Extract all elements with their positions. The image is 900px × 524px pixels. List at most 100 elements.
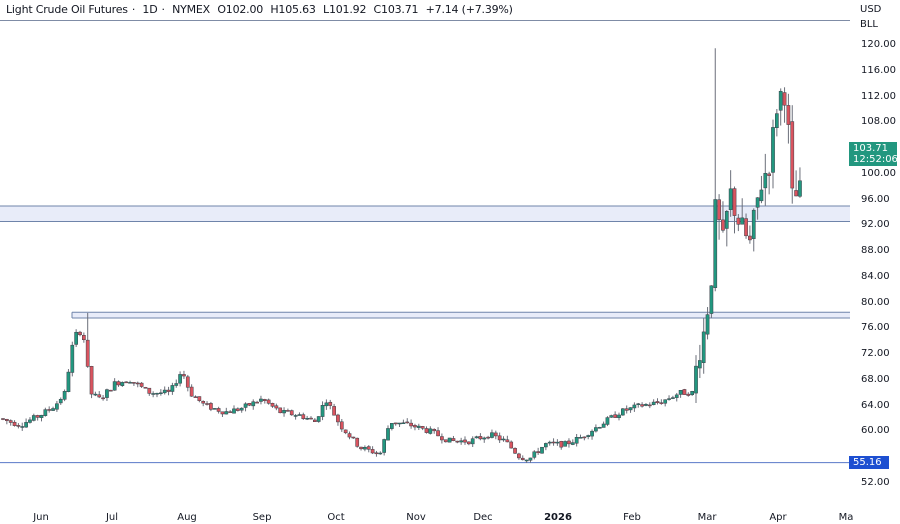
candle-up bbox=[305, 417, 309, 420]
candle-down bbox=[116, 381, 121, 386]
candle-down bbox=[613, 414, 617, 418]
candle-up bbox=[755, 197, 760, 208]
candle-up bbox=[778, 90, 783, 111]
candle-down bbox=[413, 425, 417, 428]
candle-up bbox=[66, 371, 71, 392]
candle-up bbox=[416, 425, 421, 428]
candle-up bbox=[605, 417, 610, 425]
price-tick: 88.00 bbox=[861, 245, 890, 257]
candle-down bbox=[216, 408, 221, 412]
time-tick: Sep bbox=[252, 512, 272, 523]
price-zone bbox=[72, 312, 850, 319]
price-tick: 92.00 bbox=[861, 219, 890, 231]
candle-down bbox=[201, 401, 206, 404]
price-tick: 120.00 bbox=[861, 39, 896, 50]
candle-up bbox=[390, 423, 394, 429]
candle-up bbox=[771, 127, 775, 173]
candle-down bbox=[124, 381, 129, 384]
candle-up bbox=[590, 430, 594, 437]
last-price-badge: 103.71 12:52:06 bbox=[849, 142, 898, 166]
candle-down bbox=[97, 394, 102, 398]
candle-up bbox=[798, 180, 802, 197]
candle-down bbox=[205, 403, 209, 405]
candle-up bbox=[740, 217, 745, 225]
candle-up bbox=[28, 419, 32, 423]
candle-up bbox=[212, 408, 217, 410]
candle-down bbox=[47, 409, 52, 411]
candle-up bbox=[540, 446, 544, 454]
exchange: NYMEX bbox=[172, 3, 211, 16]
candle-down bbox=[85, 339, 90, 367]
price-change: +7.14 (+7.39%) bbox=[425, 3, 513, 16]
candle-down bbox=[513, 448, 517, 454]
time-tick: Ma bbox=[838, 512, 854, 523]
candle-down bbox=[336, 414, 340, 423]
candle-up bbox=[55, 403, 59, 410]
candle-up bbox=[667, 398, 671, 400]
candle-down bbox=[12, 421, 17, 426]
candle-up bbox=[320, 405, 325, 417]
candle-down bbox=[82, 335, 86, 340]
candle-up bbox=[74, 331, 79, 345]
level-price-badge: 55.16 bbox=[849, 456, 889, 469]
candle-down bbox=[467, 441, 471, 445]
candle-down bbox=[16, 425, 21, 427]
price-tick: 72.00 bbox=[861, 348, 890, 360]
candle-down bbox=[8, 420, 13, 423]
candle-up bbox=[397, 422, 402, 425]
candle-down bbox=[682, 389, 687, 395]
time-tick: 2026 bbox=[544, 512, 572, 523]
candle-down bbox=[5, 418, 9, 421]
candle-up bbox=[386, 428, 390, 441]
candle-up bbox=[609, 415, 614, 418]
candle-up bbox=[601, 423, 606, 428]
candle-down bbox=[451, 438, 456, 441]
candle-up bbox=[259, 398, 263, 402]
candle-down bbox=[536, 451, 540, 454]
candle-down bbox=[366, 446, 371, 450]
unit-label[interactable]: BLL bbox=[860, 19, 879, 30]
candle-down bbox=[409, 422, 413, 427]
candle-up bbox=[636, 403, 641, 405]
candle-up bbox=[382, 439, 386, 453]
candle-down bbox=[339, 421, 344, 430]
candle-down bbox=[309, 417, 313, 420]
candle-up bbox=[162, 389, 167, 394]
interval[interactable]: 1D bbox=[142, 3, 158, 16]
unit-selector[interactable]: USD BLL bbox=[852, 0, 898, 38]
candle-up bbox=[632, 404, 637, 409]
candle-up bbox=[570, 442, 575, 445]
price-tick: 64.00 bbox=[861, 399, 890, 411]
candle-down bbox=[262, 399, 267, 401]
candle-down bbox=[286, 410, 290, 412]
candle-up bbox=[401, 422, 406, 424]
candle-down bbox=[505, 439, 510, 443]
candle-down bbox=[440, 436, 444, 441]
currency-label[interactable]: USD bbox=[860, 4, 882, 15]
ohlc-open: O102.00 bbox=[217, 3, 264, 16]
candle-down bbox=[374, 452, 379, 455]
candle-down bbox=[209, 403, 213, 410]
candle-up bbox=[651, 401, 656, 406]
candle-down bbox=[647, 404, 652, 407]
candle-down bbox=[255, 401, 259, 404]
candle-up bbox=[470, 438, 475, 445]
candle-up bbox=[678, 390, 683, 395]
time-tick: Dec bbox=[473, 512, 493, 523]
candle-down bbox=[289, 410, 294, 416]
candle-up bbox=[674, 394, 679, 398]
candle-down bbox=[266, 399, 271, 404]
symbol-name[interactable]: Light Crude Oil Futures bbox=[6, 3, 128, 16]
candle-up bbox=[170, 385, 175, 392]
candle-up bbox=[563, 441, 567, 447]
candle-up bbox=[474, 436, 479, 439]
candle-up bbox=[759, 189, 764, 202]
candle-up bbox=[528, 457, 533, 461]
candle-down bbox=[748, 235, 752, 241]
candle-down bbox=[455, 440, 460, 443]
candle-down bbox=[89, 366, 94, 395]
candle-up bbox=[663, 399, 668, 404]
candle-down bbox=[132, 382, 136, 384]
candle-down bbox=[509, 441, 514, 449]
